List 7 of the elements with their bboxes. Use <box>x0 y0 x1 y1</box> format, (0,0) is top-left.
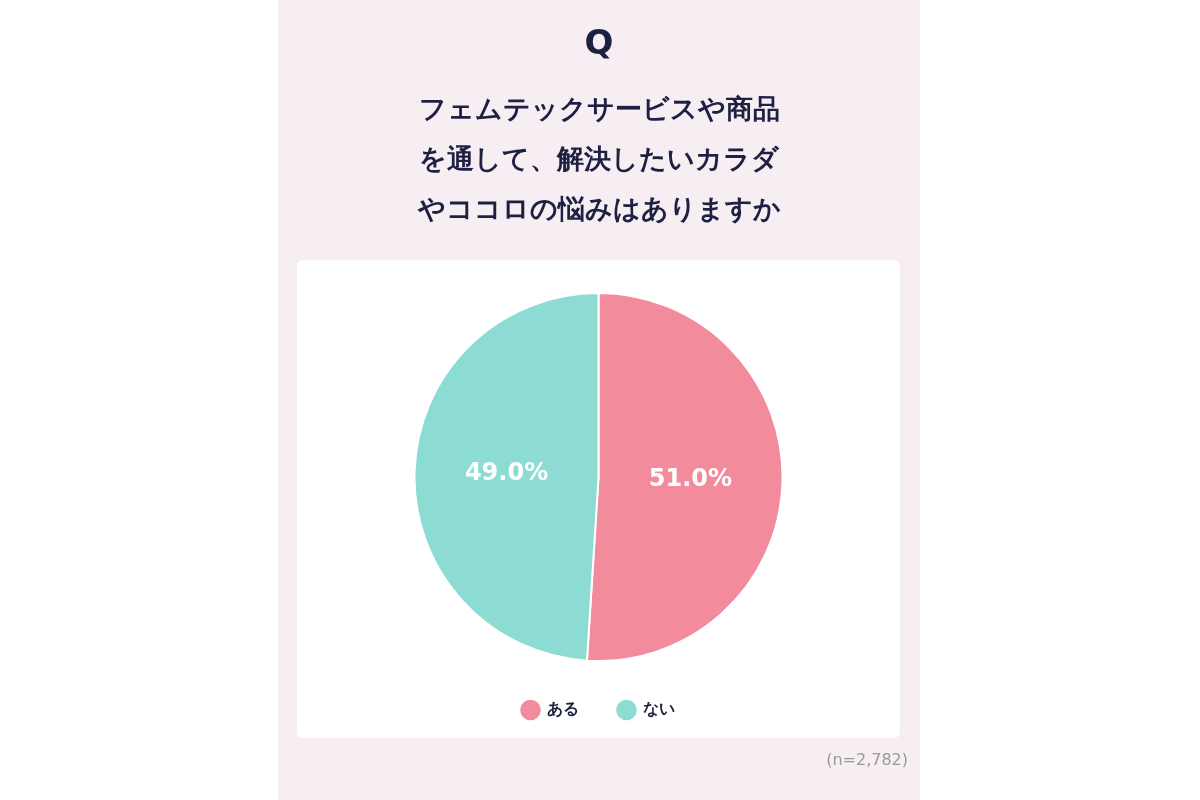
legend-label: ある <box>546 700 579 719</box>
chart-subtitle: フェムテックサービスや商品を通して、解決したいカラダやココロの悩みはありますか <box>416 92 782 226</box>
text: (n=2,782) <box>826 750 908 769</box>
legend-label: ない <box>642 700 675 719</box>
data-label: 49.0% <box>464 458 549 487</box>
chart-title: Q <box>583 22 615 62</box>
data-label: 51.0% <box>648 464 733 493</box>
